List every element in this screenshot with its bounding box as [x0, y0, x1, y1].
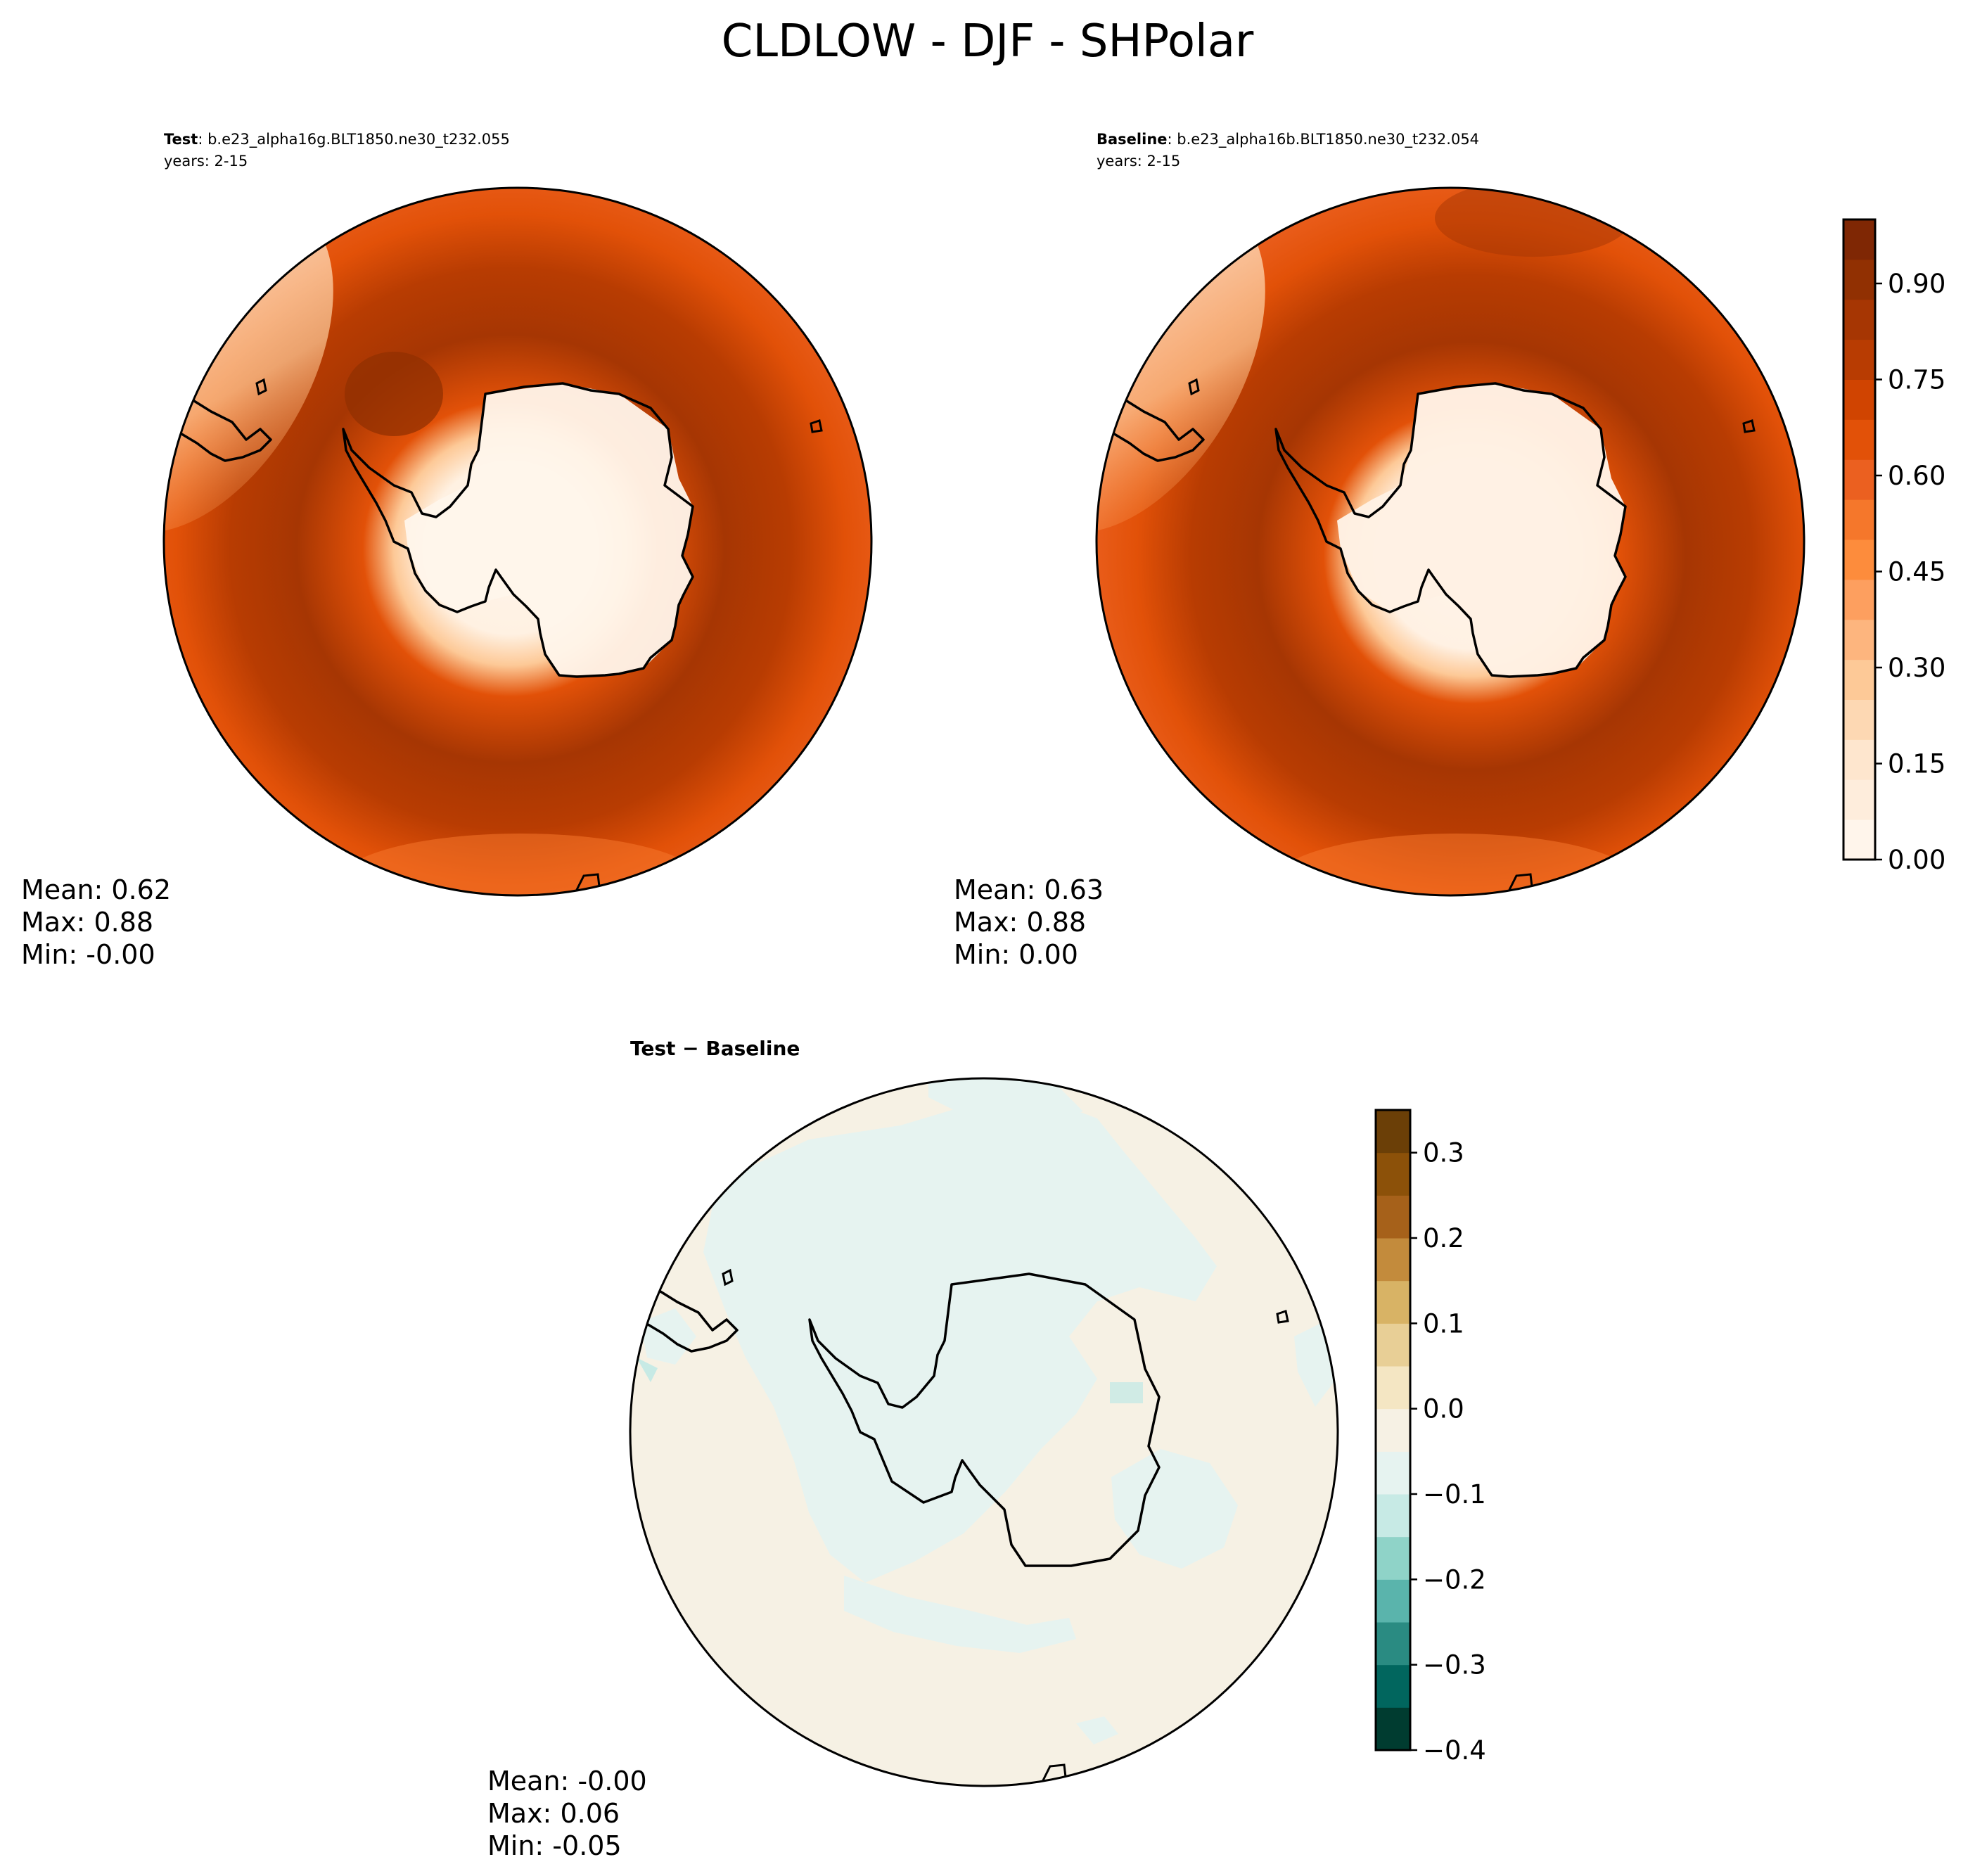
- main-colorbar-frame: [1842, 218, 1877, 861]
- main-colorbar: 0.00 0.15 0.30 0.45 0.60 0.75 0.90: [1842, 218, 1945, 875]
- diff-colorbar-swatch: [1376, 1110, 1410, 1154]
- test-max: Max: 0.88: [21, 907, 153, 938]
- diff-colorbar-swatch: [1376, 1366, 1410, 1410]
- test-panel: Test: b.e23_alpha16g.BLT1850.ne30_t232.0…: [21, 131, 873, 970]
- test-label: Test: b.e23_alpha16g.BLT1850.ne30_t232.0…: [164, 131, 510, 148]
- diff-colorbar-tick-label: −0.3: [1423, 1650, 1486, 1680]
- main-colorbar-swatch: [1843, 379, 1875, 420]
- diff-colorbar-swatch: [1376, 1323, 1410, 1367]
- main-colorbar-swatch: [1843, 579, 1875, 620]
- diff-colorbar-tick-label: −0.4: [1423, 1735, 1486, 1766]
- main-colorbar-swatch: [1843, 259, 1875, 300]
- test-mean: Mean: 0.62: [21, 874, 171, 905]
- main-colorbar-tick-label: 0.90: [1888, 269, 1945, 299]
- diff-max: Max: 0.06: [487, 1798, 620, 1829]
- diff-colorbar-swatch: [1376, 1280, 1410, 1324]
- main-colorbar-swatch: [1843, 499, 1875, 540]
- baseline-label-bold: Baseline: [1097, 131, 1168, 148]
- diff-colorbar-swatch: [1376, 1195, 1410, 1239]
- figure-title: CLDLOW - DJF - SHPolar: [722, 15, 1254, 68]
- baseline-max: Max: 0.88: [954, 907, 1086, 938]
- main-colorbar-swatch: [1843, 339, 1875, 380]
- baseline-min: Min: 0.00: [954, 939, 1078, 970]
- diff-colorbar-swatch: [1376, 1494, 1410, 1538]
- main-colorbar-swatch: [1843, 299, 1875, 340]
- baseline-map: [1097, 188, 1804, 895]
- test-case-name: : b.e23_alpha16g.BLT1850.ne30_t232.055: [198, 131, 510, 148]
- diff-colorbar-tick-label: 0.0: [1423, 1394, 1464, 1424]
- diff-map: [630, 1078, 1338, 1786]
- main-colorbar-swatch: [1843, 819, 1875, 860]
- diff-colorbar-frame: [1374, 1109, 1412, 1751]
- diff-map-boundary: [629, 1077, 1339, 1787]
- diff-colorbar-swatch: [1376, 1238, 1410, 1282]
- baseline-case-name: : b.e23_alpha16b.BLT1850.ne30_t232.054: [1168, 131, 1480, 148]
- diff-label: Test − Baseline: [630, 1037, 800, 1060]
- main-colorbar-tick-label: 0.15: [1888, 749, 1945, 779]
- diff-colorbar-swatch: [1376, 1536, 1410, 1580]
- baseline-label: Baseline: b.e23_alpha16b.BLT1850.ne30_t2…: [1097, 131, 1479, 148]
- test-min: Min: -0.00: [21, 939, 155, 970]
- main-colorbar-swatch: [1843, 699, 1875, 740]
- diff-colorbar-swatch: [1376, 1408, 1410, 1452]
- main-colorbar-swatch: [1843, 659, 1875, 700]
- main-colorbar-swatch: [1843, 419, 1875, 460]
- main-colorbar-swatch: [1843, 619, 1875, 661]
- diff-colorbar-swatch: [1376, 1451, 1410, 1495]
- diff-colorbar-swatch: [1376, 1707, 1410, 1751]
- main-colorbar-tick-label: 0.75: [1888, 365, 1945, 395]
- test-map-boundary: [162, 186, 873, 897]
- main-colorbar-ticks: 0.00 0.15 0.30 0.45 0.60 0.75 0.90: [1875, 269, 1945, 875]
- diff-colorbar-swatches: [1376, 1110, 1410, 1751]
- diff-mean: Mean: -0.00: [487, 1766, 647, 1797]
- diff-colorbar-tick-label: 0.1: [1423, 1308, 1464, 1339]
- test-years: years: 2-15: [164, 153, 248, 170]
- main-colorbar-tick-label: 0.60: [1888, 461, 1945, 491]
- diff-colorbar-tick-label: −0.1: [1423, 1479, 1486, 1510]
- main-colorbar-swatch: [1843, 739, 1875, 780]
- main-colorbar-tick-label: 0.30: [1888, 653, 1945, 683]
- diff-colorbar-swatch: [1376, 1579, 1410, 1623]
- baseline-mean: Mean: 0.63: [954, 874, 1104, 905]
- main-colorbar-swatch: [1843, 219, 1875, 260]
- diff-colorbar-tick-label: −0.2: [1423, 1564, 1486, 1595]
- test-label-bold: Test: [164, 131, 198, 148]
- main-colorbar-swatches: [1843, 219, 1875, 860]
- main-colorbar-tick-label: 0.00: [1888, 845, 1945, 875]
- main-colorbar-swatch: [1843, 459, 1875, 500]
- diff-colorbar: 0.3 0.2 0.1 0.0 −0.1 −0.2 −0.3 −0.4: [1374, 1109, 1486, 1766]
- diff-colorbar-swatch: [1376, 1664, 1410, 1708]
- baseline-map-boundary: [1095, 186, 1805, 897]
- diff-colorbar-tick-label: 0.2: [1423, 1223, 1464, 1253]
- main-colorbar-swatch: [1843, 779, 1875, 820]
- diff-panel: Test − Baseline Mean: -0.00 Max: 0.06 Mi…: [487, 1037, 1339, 1861]
- diff-colorbar-ticks: 0.3 0.2 0.1 0.0 −0.1 −0.2 −0.3 −0.4: [1410, 1138, 1486, 1766]
- diff-min: Min: -0.05: [487, 1830, 622, 1861]
- main-colorbar-swatch: [1843, 540, 1875, 580]
- test-map: [164, 188, 871, 895]
- baseline-panel: Baseline: b.e23_alpha16b.BLT1850.ne30_t2…: [954, 131, 1805, 970]
- diff-colorbar-swatch: [1376, 1622, 1410, 1666]
- main-colorbar-tick-label: 0.45: [1888, 557, 1945, 587]
- diff-colorbar-tick-label: 0.3: [1423, 1138, 1464, 1168]
- baseline-years: years: 2-15: [1097, 153, 1180, 170]
- diff-colorbar-swatch: [1376, 1152, 1410, 1196]
